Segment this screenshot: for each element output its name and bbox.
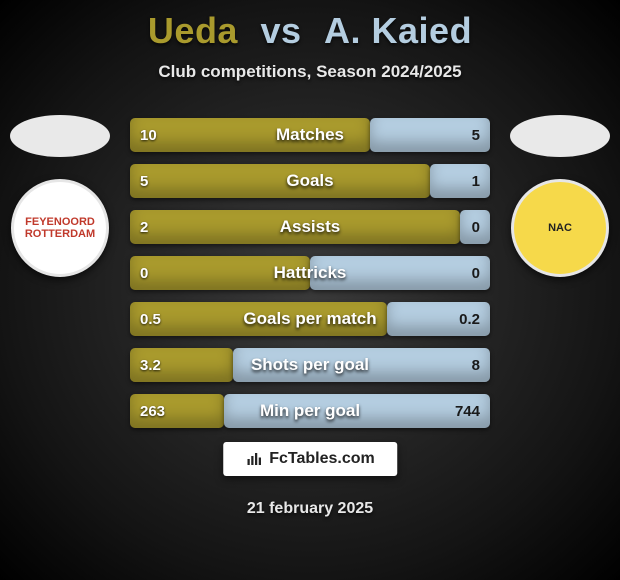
stat-bar-left: 263 — [130, 394, 224, 428]
stat-bar-left: 0 — [130, 256, 310, 290]
right-badge-column: NAC — [500, 115, 620, 277]
player2-silhouette — [510, 115, 610, 157]
stat-bar-right: 744 — [224, 394, 490, 428]
stat-row: 0.50.2Goals per match — [130, 302, 490, 336]
stat-row: 20Assists — [130, 210, 490, 244]
stat-bar-right: 8 — [233, 348, 490, 382]
stat-value-left: 0.5 — [130, 311, 171, 328]
stat-value-left: 0 — [130, 265, 158, 282]
stat-bar-right: 0 — [310, 256, 490, 290]
left-badge-column: FEYENOORD ROTTERDAM — [0, 115, 120, 277]
vs-text: vs — [260, 10, 301, 51]
player2-name: A. Kaied — [324, 10, 472, 51]
stat-row: 00Hattricks — [130, 256, 490, 290]
stat-bar-right: 1 — [430, 164, 490, 198]
stat-bar-left: 10 — [130, 118, 370, 152]
player2-club-text: NAC — [548, 222, 572, 234]
comparison-title: Ueda vs A. Kaied — [0, 0, 620, 52]
stat-value-right: 0 — [462, 219, 490, 236]
stat-bar-left: 5 — [130, 164, 430, 198]
stat-rows: 105Matches51Goals20Assists00Hattricks0.5… — [130, 118, 490, 440]
stat-value-right: 0.2 — [449, 311, 490, 328]
stat-value-left: 263 — [130, 403, 175, 420]
stat-row: 263744Min per goal — [130, 394, 490, 428]
stat-value-left: 3.2 — [130, 357, 171, 374]
stat-row: 3.28Shots per goal — [130, 348, 490, 382]
stat-value-right: 8 — [462, 357, 490, 374]
chart-icon — [245, 450, 263, 468]
stat-value-left: 10 — [130, 127, 167, 144]
player1-club-text: FEYENOORD ROTTERDAM — [14, 216, 106, 240]
stat-bar-left: 3.2 — [130, 348, 233, 382]
stat-bar-right: 5 — [370, 118, 490, 152]
stat-bar-left: 0.5 — [130, 302, 387, 336]
brand-badge: FcTables.com — [223, 442, 397, 476]
stat-row: 51Goals — [130, 164, 490, 198]
stat-bar-left: 2 — [130, 210, 460, 244]
player2-club-crest: NAC — [511, 179, 609, 277]
player1-name: Ueda — [148, 10, 238, 51]
date-text: 21 february 2025 — [0, 500, 620, 518]
stat-value-right: 1 — [462, 173, 490, 190]
brand-text: FcTables.com — [269, 450, 375, 468]
stat-value-right: 0 — [462, 265, 490, 282]
player1-club-crest: FEYENOORD ROTTERDAM — [11, 179, 109, 277]
stat-value-left: 2 — [130, 219, 158, 236]
stat-row: 105Matches — [130, 118, 490, 152]
stat-bar-right: 0 — [460, 210, 490, 244]
stat-value-right: 5 — [462, 127, 490, 144]
player1-silhouette — [10, 115, 110, 157]
stat-bar-right: 0.2 — [387, 302, 490, 336]
stat-value-right: 744 — [445, 403, 490, 420]
subtitle: Club competitions, Season 2024/2025 — [0, 62, 620, 82]
stat-value-left: 5 — [130, 173, 158, 190]
